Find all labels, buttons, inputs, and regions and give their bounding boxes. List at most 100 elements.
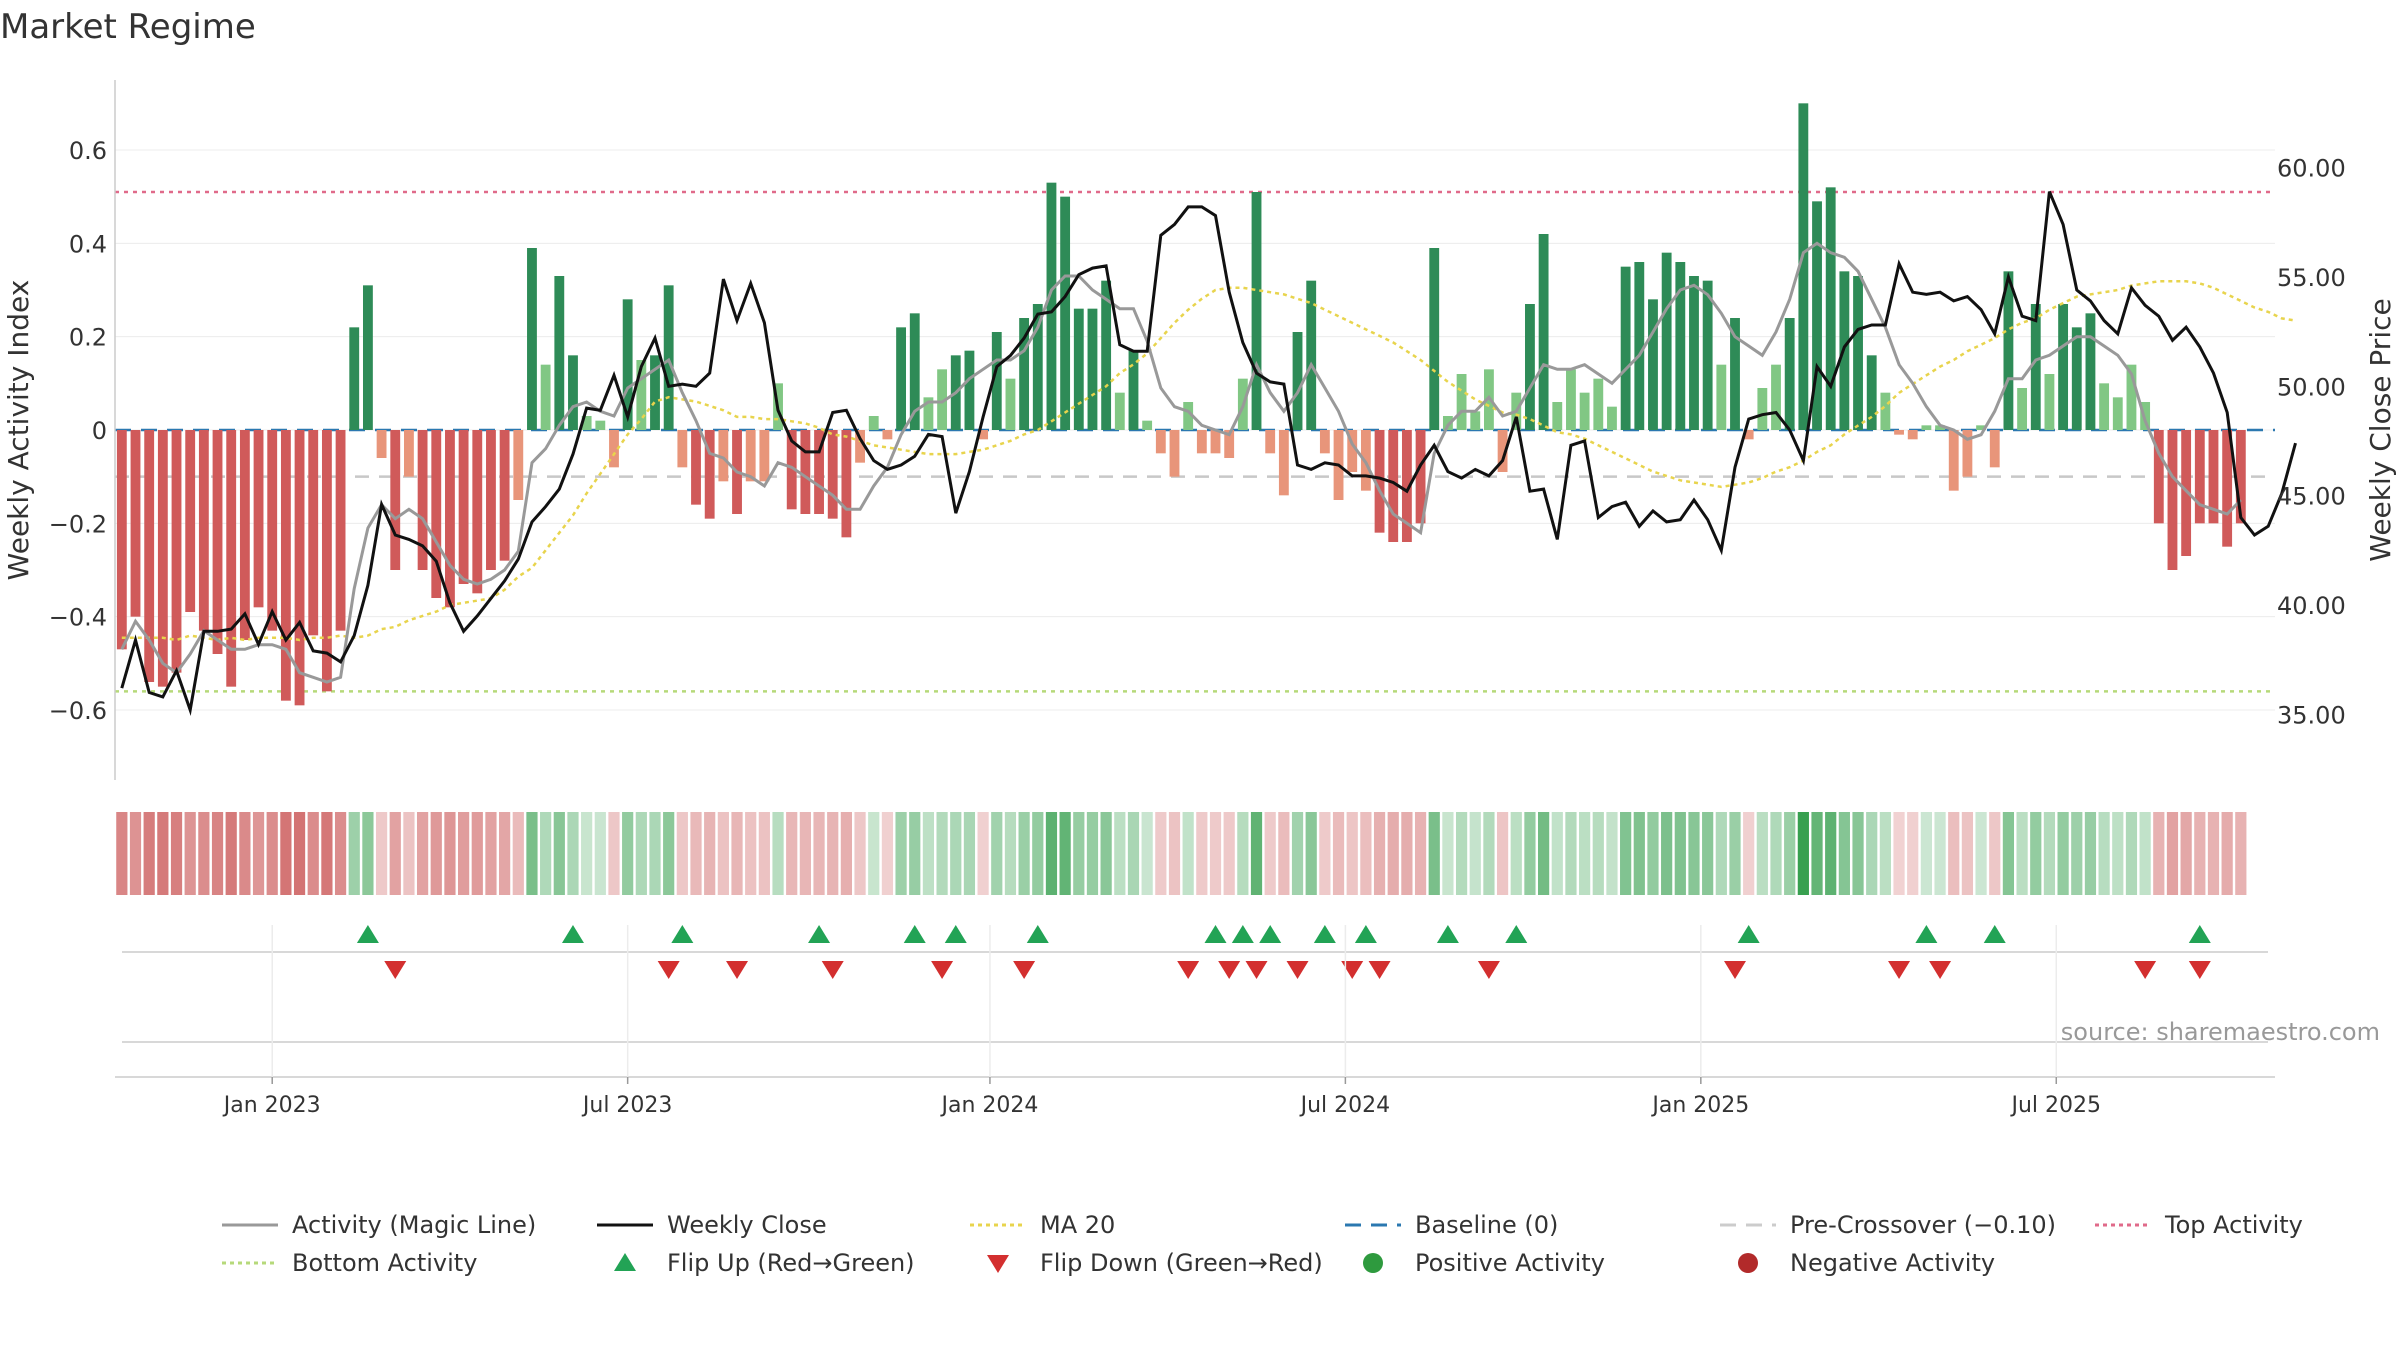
- regime-cell: [444, 812, 456, 895]
- regime-cell: [252, 812, 265, 895]
- activity-bar: [855, 430, 865, 463]
- activity-bar: [2194, 430, 2205, 524]
- regime-cell: [1360, 812, 1372, 895]
- activity-bar: [294, 430, 305, 706]
- activity-bar: [1183, 402, 1194, 430]
- activity-bar: [1566, 369, 1576, 430]
- regime-cell: [1127, 812, 1140, 895]
- activity-bar: [1634, 262, 1645, 430]
- activity-bar: [1470, 411, 1481, 430]
- x-tick-label: Jan 2023: [222, 1093, 321, 1118]
- activity-bar: [1456, 374, 1467, 430]
- regime-cell: [2112, 812, 2124, 895]
- regime-cell: [334, 812, 347, 895]
- regime-cell: [895, 812, 907, 895]
- regime-cell: [663, 812, 675, 895]
- weekly-close-line: [120, 191, 2297, 716]
- activity-bar: [2017, 388, 2028, 430]
- axes: 0.6 0.4 0.2 0 −0.2 −0.4 −0.6 60.00 55.00 50.00 45.…: [49, 80, 2346, 780]
- regime-cell: [1715, 812, 1727, 895]
- activity-bar: [868, 416, 879, 430]
- flip-down-marker: [1286, 961, 1309, 979]
- regime-cell: [526, 812, 538, 895]
- regime-cell: [1661, 812, 1673, 895]
- activity-bar: [937, 369, 948, 430]
- activity-bar: [636, 360, 647, 430]
- regime-cell: [840, 812, 852, 895]
- regime-cell: [1633, 812, 1645, 895]
- activity-bar: [499, 430, 510, 561]
- activity-bar: [1142, 420, 1153, 430]
- activity-bar: [130, 430, 141, 617]
- flip-up-icon: [614, 1253, 636, 1271]
- regime-cell: [1387, 812, 1399, 895]
- regime-cell: [950, 812, 962, 895]
- legend-item: Pre-Crossover (−0.10): [1720, 1211, 2056, 1239]
- regime-cell: [116, 812, 128, 895]
- regime-cell: [1455, 812, 1468, 895]
- regime-cell: [622, 812, 634, 895]
- y2-tick-label: 35.00: [2277, 701, 2346, 729]
- activity-bar: [1607, 406, 1617, 430]
- activity-bar: [2030, 304, 2041, 430]
- regime-cell: [690, 812, 702, 895]
- regime-cell: [594, 812, 606, 895]
- regime-cell: [1032, 812, 1044, 895]
- activity-bar: [1866, 355, 1877, 430]
- regime-cell: [868, 812, 880, 895]
- flip-up-marker: [808, 925, 831, 943]
- regime-cell: [2235, 812, 2247, 895]
- activity-bar: [308, 430, 319, 636]
- flip-down-marker: [1013, 961, 1036, 979]
- activity-bar: [1538, 234, 1549, 430]
- flip-up-marker: [1259, 925, 1282, 943]
- activity-bar: [1771, 364, 1781, 430]
- activity-bar: [1319, 430, 1330, 454]
- activity-bar: [691, 430, 701, 505]
- activity-bar: [745, 430, 756, 482]
- regime-cell: [813, 812, 825, 895]
- regime-cell: [2002, 812, 2015, 895]
- regime-cell: [1524, 812, 1536, 895]
- regime-cell: [1237, 812, 1249, 895]
- activity-bar: [185, 430, 196, 612]
- regime-cell: [2153, 812, 2165, 895]
- regime-cell: [1811, 812, 1823, 895]
- flip-down-icon: [987, 1255, 1009, 1273]
- regime-cell: [772, 812, 784, 895]
- regime-cell: [717, 812, 729, 895]
- x-axis: Jan 2023 Jul 2023 Jan 2024 Jul 2024 Jan 2025…: [115, 925, 2275, 1118]
- regime-cell: [1797, 812, 1809, 895]
- legend-label: Top Activity: [2164, 1211, 2303, 1239]
- regime-cell: [1401, 812, 1413, 895]
- regime-cell: [389, 812, 401, 895]
- regime-cell: [1168, 812, 1181, 895]
- regime-cell: [1975, 812, 1987, 895]
- activity-bar: [1812, 201, 1822, 430]
- activity-bar: [116, 430, 127, 650]
- flip-markers: [122, 925, 2268, 1043]
- regime-cell: [211, 812, 224, 895]
- regime-cell: [1018, 812, 1030, 895]
- activity-bar: [1306, 280, 1317, 430]
- circle-icon: [1363, 1253, 1383, 1273]
- flip-down-marker: [1477, 961, 1500, 979]
- regime-cell: [963, 812, 976, 895]
- legend-label: Bottom Activity: [292, 1249, 477, 1277]
- activity-bar: [814, 430, 824, 514]
- activity-bar: [1552, 402, 1563, 430]
- regime-cell: [1332, 812, 1345, 895]
- activity-bar: [513, 430, 524, 500]
- activity-bar: [677, 430, 688, 468]
- activity-bar: [1989, 430, 2000, 468]
- x-tick-label: Jul 2023: [581, 1093, 673, 1118]
- regime-cell: [1496, 812, 1509, 895]
- activity-bar: [1880, 392, 1891, 430]
- y-axis-label: Weekly Activity Index: [2, 280, 35, 581]
- activity-bar: [376, 430, 387, 458]
- activity-bar: [1853, 276, 1863, 430]
- activity-bar: [472, 430, 483, 594]
- regime-cell: [1784, 812, 1796, 895]
- activity-bar: [362, 285, 373, 430]
